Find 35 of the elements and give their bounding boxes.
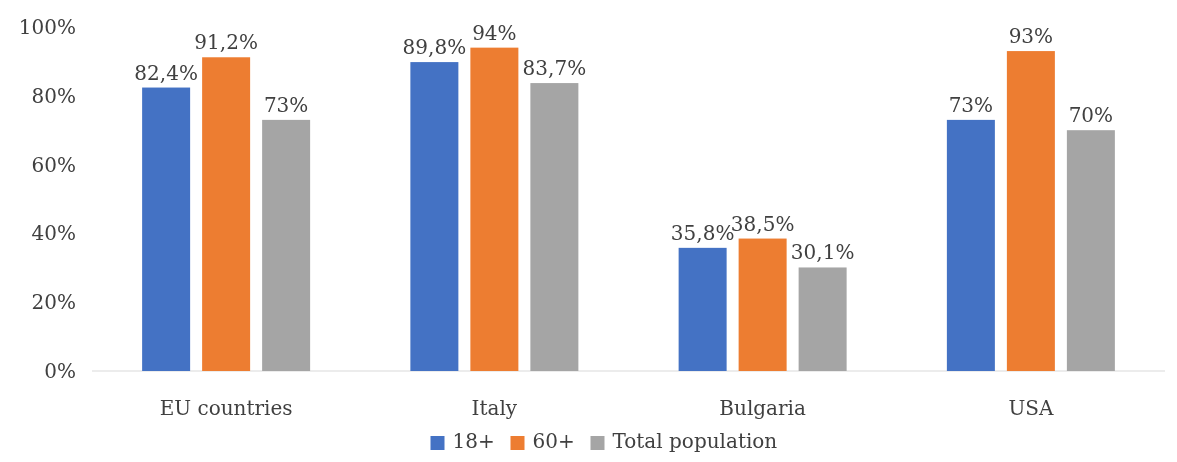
x-tick-label: Bulgaria <box>719 396 806 420</box>
bar <box>798 267 847 371</box>
x-tick-label: USA <box>1008 396 1054 420</box>
bar <box>530 83 579 371</box>
legend-label: Total population <box>612 429 778 453</box>
bar <box>738 238 787 371</box>
y-tick-label: 0% <box>44 359 76 383</box>
bar <box>678 247 727 371</box>
bar <box>410 62 459 371</box>
data-label: 83,7% <box>522 56 587 81</box>
data-label: 93% <box>1008 24 1054 49</box>
data-label: 91,2% <box>194 30 258 55</box>
y-tick-label: 60% <box>31 152 76 177</box>
data-label: 73% <box>263 92 309 117</box>
bar <box>202 57 251 371</box>
data-label: 30,1% <box>790 240 855 265</box>
legend-label: 60+ <box>532 429 575 453</box>
bar <box>142 87 191 371</box>
x-tick-label: Italy <box>471 396 518 420</box>
data-label: 73% <box>948 92 994 117</box>
x-tick-label: EU countries <box>159 396 293 420</box>
data-label: 94% <box>472 20 517 45</box>
data-label: 70% <box>1068 103 1114 128</box>
legend-label: 18+ <box>452 429 495 453</box>
bar <box>1006 51 1055 371</box>
y-tick-label: 40% <box>31 221 76 246</box>
data-label: 82,4% <box>134 60 198 85</box>
bar <box>1066 130 1115 371</box>
bar <box>262 119 311 371</box>
data-label: 89,8% <box>402 35 467 60</box>
bar <box>946 119 995 371</box>
bar <box>470 47 519 371</box>
y-tick-label: 100% <box>18 15 76 39</box>
y-tick-label: 20% <box>31 290 76 315</box>
y-tick-label: 80% <box>31 83 76 108</box>
